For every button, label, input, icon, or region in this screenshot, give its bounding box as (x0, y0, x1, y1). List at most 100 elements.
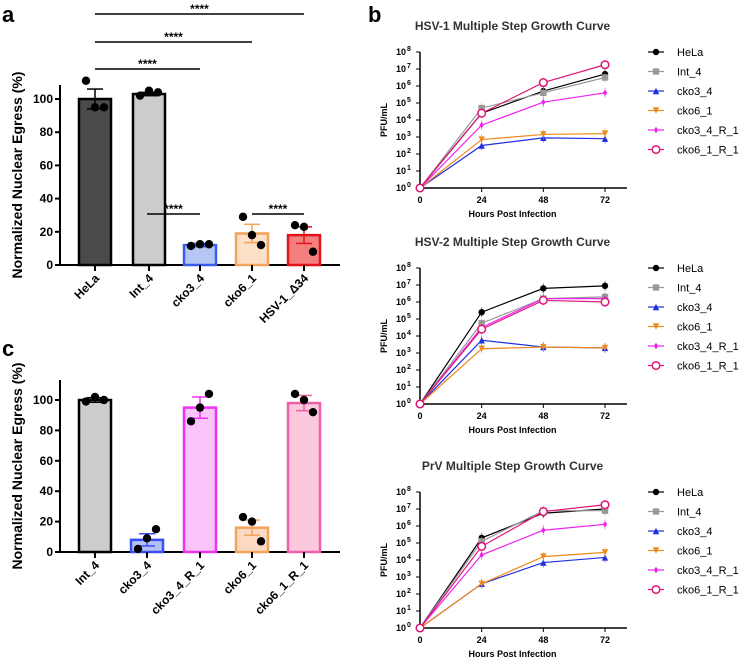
y-tick-label: 80 (40, 125, 54, 139)
legend-label-HeLa: HeLa (677, 47, 704, 59)
data-point (195, 240, 205, 249)
marker-diamond (602, 89, 608, 96)
marker-diamond (653, 566, 659, 574)
y-tick-label: 10 (396, 348, 406, 358)
y-tick-label: 10 (396, 183, 406, 193)
y-tick-exponent: 3 (407, 347, 411, 354)
chart-title: HSV-1 Multiple Step Growth Curve (415, 19, 611, 33)
data-point (238, 512, 248, 522)
y-tick-exponent: 5 (407, 537, 411, 544)
x-tick-label: 72 (600, 635, 610, 645)
marker-triangle (652, 303, 660, 311)
legend-label-cko6_1_R_1: cko6_1_R_1 (677, 145, 739, 157)
chart-title: HSV-2 Multiple Step Growth Curve (415, 235, 611, 249)
legend-label-cko3_4: cko3_4 (677, 86, 712, 98)
marker-circle (540, 285, 547, 292)
x-tick-label: Int_4 (126, 271, 156, 301)
panel-letter-b: b (368, 2, 381, 27)
y-tick-exponent: 8 (407, 262, 411, 269)
data-point (204, 389, 214, 399)
marker-diamond (602, 521, 608, 528)
y-tick-label: 10 (396, 47, 406, 57)
marker-diamond (479, 121, 484, 129)
x-tick-label: 0 (417, 195, 422, 205)
legend-label-cko6_1_R_1: cko6_1_R_1 (677, 361, 739, 373)
panel-a-bar-chart: Normalized Nuclear Egress (%) 0 20 40 60 80 10… (9, 2, 340, 326)
y-tick-exponent: 4 (407, 114, 411, 121)
x-tick-label: 72 (600, 195, 610, 205)
marker-circle (652, 264, 660, 272)
legend-label-HeLa: HeLa (677, 487, 704, 499)
series-line-cko3_4 (419, 556, 606, 629)
y-tick-exponent: 2 (407, 148, 411, 155)
marker-open-circle (651, 584, 661, 595)
y-tick-exponent: 7 (407, 63, 411, 70)
bar-Int_4 (131, 92, 167, 267)
x-axis-label: Hours Post Infection (468, 425, 556, 435)
bar-cko6_1_R_1 (286, 401, 322, 554)
data-point (204, 240, 214, 249)
x-tick-label: cko6_1 (220, 271, 259, 310)
data-point (81, 76, 91, 85)
data-point (151, 525, 161, 534)
data-point (144, 86, 154, 95)
y-axis-label: PFU/mL (379, 319, 389, 354)
legend-label-cko6_1: cko6_1 (677, 106, 712, 118)
marker-open-circle (600, 60, 610, 70)
marker-open-circle (538, 295, 548, 305)
legend-label-cko6_1: cko6_1 (677, 546, 712, 558)
y-tick-label: 100 (33, 92, 53, 106)
y-tick-label: 10 (396, 399, 406, 409)
y-tick-label: 10 (396, 98, 406, 108)
y-tick-exponent: 7 (407, 279, 411, 286)
significance-label: **** (164, 30, 183, 44)
y-tick-exponent: 7 (407, 503, 411, 510)
legend-label-cko6_1: cko6_1 (677, 322, 712, 334)
marker-triangle-down (601, 549, 609, 556)
y-tick-exponent: 3 (407, 571, 411, 578)
y-tick-label: 10 (396, 504, 406, 514)
marker-triangle (540, 559, 547, 566)
legend-label-HeLa: HeLa (677, 263, 704, 275)
marker-triangle (601, 135, 609, 142)
series-line-cko3_4_R_1 (419, 523, 606, 629)
x-tick-label: cko3_4 (168, 271, 207, 310)
y-tick-label: 10 (396, 314, 406, 324)
marker-triangle-down (540, 131, 547, 138)
marker-circle (601, 282, 609, 290)
y-tick-label: 10 (396, 623, 406, 633)
x-tick-label: cko6_1_R_1 (252, 558, 311, 617)
legend-label-Int_4: Int_4 (677, 507, 701, 519)
data-point (186, 241, 196, 251)
data-point (308, 407, 318, 417)
x-tick-label: 24 (477, 635, 487, 645)
data-point (135, 91, 145, 100)
bar-Int_4 (77, 398, 113, 554)
data-point (195, 403, 205, 412)
marker-triangle-down (601, 344, 609, 352)
y-tick-label: 10 (396, 555, 406, 565)
y-tick-label: 10 (396, 487, 406, 497)
marker-circle (478, 309, 485, 316)
marker-open-circle (600, 500, 610, 510)
y-tick-exponent: 6 (407, 296, 411, 303)
bar-HeLa (77, 97, 113, 267)
marker-square (478, 104, 485, 112)
marker-triangle-down (540, 343, 547, 351)
x-tick-label: 48 (538, 195, 548, 205)
marker-open-circle (477, 108, 487, 118)
marker-triangle-down (652, 323, 660, 330)
y-axis-label: PFU/mL (379, 103, 389, 138)
marker-open-circle (415, 623, 425, 633)
series-line-cko6_1_R_1 (419, 504, 606, 629)
y-tick-label: 60 (40, 454, 54, 468)
x-tick-label: cko3_4 (115, 558, 154, 597)
x-tick-label: Int_4 (72, 558, 102, 588)
y-tick-exponent: 2 (407, 588, 411, 595)
marker-square (478, 538, 485, 545)
y-tick-exponent: 5 (407, 313, 411, 320)
data-point (256, 240, 266, 250)
y-tick-label: 10 (396, 365, 406, 375)
marker-square (601, 507, 609, 514)
